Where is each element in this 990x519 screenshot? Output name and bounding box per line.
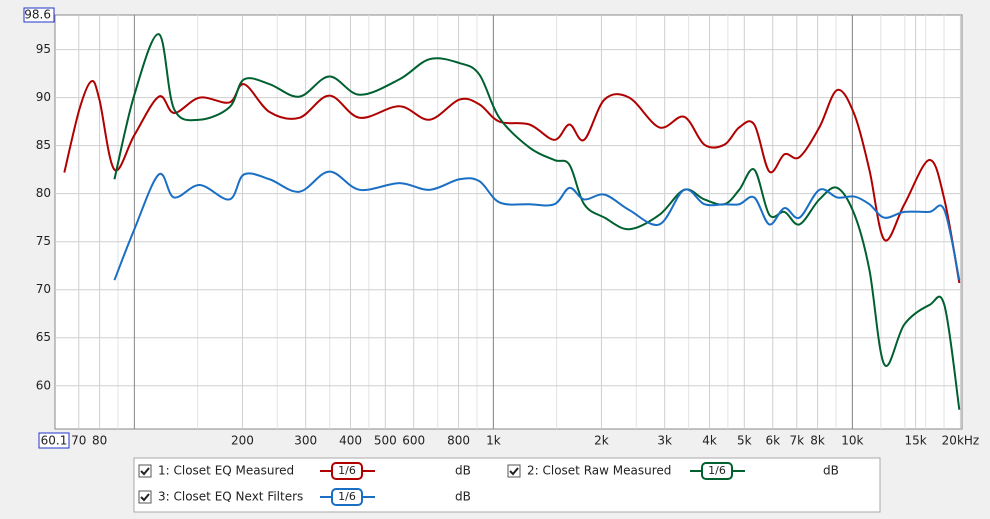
x-tick-label: 80 (92, 434, 107, 448)
x-tick-label: 3k (657, 434, 672, 448)
x-tick-label: 300 (294, 434, 317, 448)
smoothing-label: 1/6 (708, 464, 726, 477)
y-tick-label: 75 (36, 234, 51, 248)
x-tick-label: 15k (904, 434, 926, 448)
x-tick-label: 500 (374, 434, 397, 448)
smoothing-box[interactable] (331, 462, 363, 480)
x-tick-label: 800 (447, 434, 470, 448)
x-tick-label: 600 (402, 434, 425, 448)
tick-box (23, 7, 55, 23)
y-tick-label: 90 (36, 90, 51, 104)
legend-label: 1: Closet EQ Measured (158, 464, 294, 478)
smoothing-box[interactable] (331, 488, 363, 506)
x-tick-label: 10k (841, 434, 863, 448)
checkmark (140, 467, 150, 476)
y-tick-label: 60 (36, 378, 51, 392)
x-tick-label: 2k (594, 434, 609, 448)
x-tick-label: 70 (71, 434, 86, 448)
unit-label: dB (455, 464, 471, 478)
legend-label: 2: Closet Raw Measured (527, 464, 671, 478)
smoothing-box[interactable] (701, 462, 733, 480)
y-tick-label: 98.6 (24, 8, 51, 22)
legend-checkbox[interactable] (138, 490, 152, 504)
x-tick-label: 8k (810, 434, 825, 448)
x-tick-label: 20kHz (942, 434, 980, 448)
series-line (113, 33, 961, 410)
x-tick-label: 400 (339, 434, 362, 448)
x-tick-label: 5k (737, 434, 752, 448)
x-tick-label: 60.1 (41, 434, 68, 448)
x-tick-label: 6k (765, 434, 780, 448)
legend (133, 457, 881, 513)
y-tick-label: 95 (36, 42, 51, 56)
unit-label: dB (823, 464, 839, 478)
tick-box (38, 432, 70, 449)
unit-label: dB (455, 490, 471, 504)
smoothing-label: 1/6 (338, 490, 356, 503)
series-line (113, 170, 961, 281)
x-tick-label: 4k (702, 434, 717, 448)
plot-area (54, 14, 963, 430)
legend-label: 3: Closet EQ Next Filters (158, 490, 303, 504)
y-tick-label: 65 (36, 330, 51, 344)
legend-checkbox[interactable] (507, 464, 521, 478)
legend-checkbox[interactable] (138, 464, 152, 478)
x-tick-label: 1k (486, 434, 501, 448)
x-tick-label: 7k (789, 434, 804, 448)
checkmark (140, 493, 150, 502)
x-tick-label: 200 (231, 434, 254, 448)
series-line (63, 80, 961, 284)
smoothing-label: 1/6 (338, 464, 356, 477)
y-tick-label: 70 (36, 282, 51, 296)
y-tick-label: 80 (36, 186, 51, 200)
checkmark (509, 467, 519, 476)
y-tick-label: 85 (36, 138, 51, 152)
